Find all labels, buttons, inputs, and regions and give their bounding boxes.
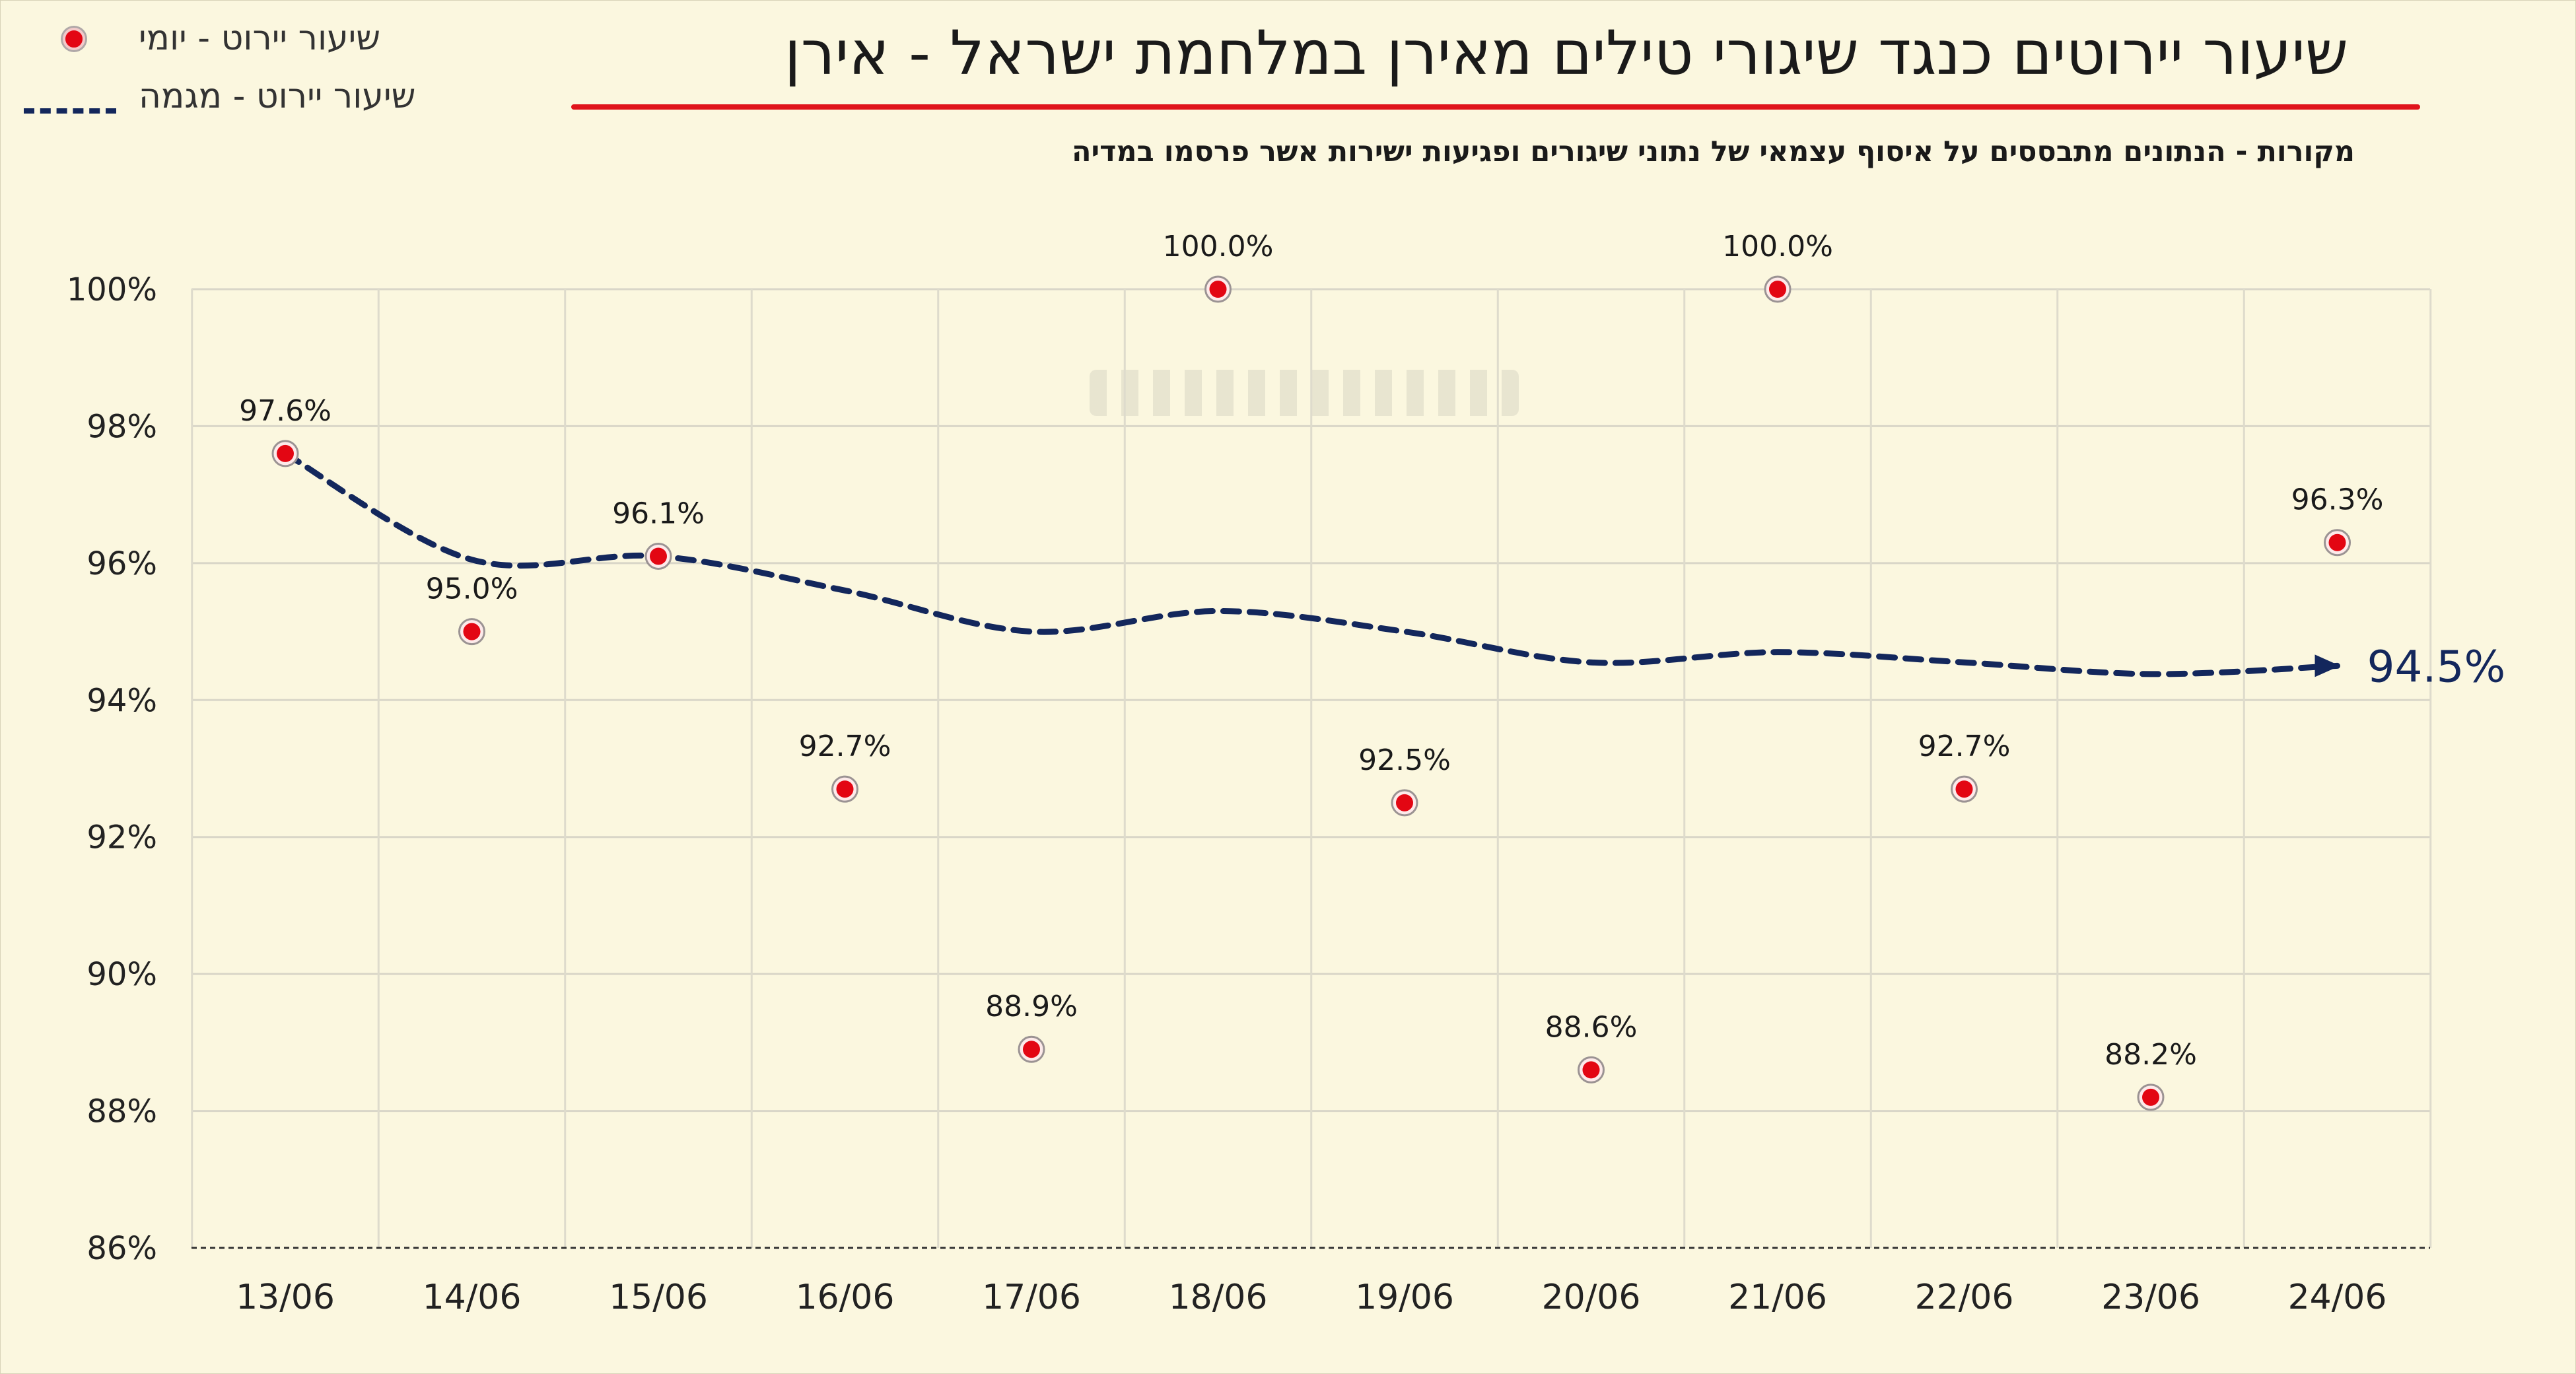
data-point (1209, 281, 1227, 298)
x-tick-label: 21/06 (1728, 1278, 1827, 1317)
legend-label-trend: שיעור יירוט - מגמה (139, 77, 416, 116)
data-point (1396, 794, 1413, 811)
x-tick-label: 22/06 (1915, 1278, 2014, 1317)
data-label: 97.6% (239, 394, 331, 428)
y-tick-label: 96% (87, 545, 157, 582)
data-point (1023, 1041, 1040, 1058)
data-label: 92.7% (1918, 730, 2011, 763)
data-point (463, 623, 481, 640)
x-tick-label: 13/06 (236, 1278, 335, 1317)
x-tick-label: 18/06 (1169, 1278, 1268, 1317)
data-point (277, 444, 294, 462)
data-point (2142, 1088, 2159, 1106)
data-label: 88.6% (1545, 1010, 1638, 1044)
legend-item-trend: שיעור יירוט - מגמה (20, 71, 482, 118)
y-tick-label: 98% (87, 408, 157, 445)
data-label: 96.1% (612, 497, 705, 530)
data-label: 92.5% (1358, 743, 1451, 777)
trend-end-label: 94.5% (2367, 641, 2506, 692)
data-label: 95.0% (426, 572, 518, 606)
legend: שיעור יירוט - יומי שיעור יירוט - מגמה (20, 13, 482, 125)
chart-title: שיעור יירוטים כנגד שיגורי טילים מאירן במ… (784, 18, 2348, 88)
data-label: 88.9% (985, 990, 1078, 1023)
y-tick-label: 90% (87, 956, 157, 993)
y-tick-label: 92% (87, 819, 157, 856)
title-underline (571, 104, 2420, 110)
data-point (836, 780, 854, 798)
x-tick-label: 19/06 (1355, 1278, 1454, 1317)
y-tick-label: 88% (87, 1093, 157, 1130)
data-point (1769, 281, 1786, 298)
x-tick-label: 14/06 (423, 1278, 522, 1317)
y-tick-label: 86% (87, 1230, 157, 1267)
y-tick-label: 100% (67, 271, 157, 308)
data-label: 96.3% (2291, 483, 2384, 517)
watermark (1090, 370, 1519, 416)
data-point (1955, 780, 1973, 798)
data-point (650, 547, 667, 565)
data-label: 100.0% (1722, 230, 1833, 263)
data-label: 92.7% (799, 730, 891, 763)
legend-item-daily: שיעור יירוט - יומי (20, 13, 482, 59)
x-tick-label: 20/06 (1542, 1278, 1641, 1317)
trend-line (282, 450, 2340, 677)
data-label: 88.2% (2105, 1038, 2197, 1072)
x-tick-label: 23/06 (2101, 1278, 2200, 1317)
trend-arrowhead (2315, 654, 2340, 677)
x-tick-label: 16/06 (796, 1278, 895, 1317)
chart-subtitle: מקורות - הנתונים מתבססים על איסוף עצמאי … (1071, 135, 2355, 168)
legend-marker-dot (63, 28, 85, 50)
x-tick-label: 15/06 (609, 1278, 708, 1317)
x-tick-label: 24/06 (2288, 1278, 2387, 1317)
data-label: 100.0% (1163, 230, 1274, 263)
legend-marker-dash (24, 108, 116, 114)
legend-label-daily: שיעור יירוט - יומי (139, 18, 381, 58)
y-tick-label: 94% (87, 682, 157, 719)
data-point (2328, 533, 2346, 551)
data-point (1582, 1061, 1600, 1079)
x-tick-label: 17/06 (982, 1278, 1081, 1317)
